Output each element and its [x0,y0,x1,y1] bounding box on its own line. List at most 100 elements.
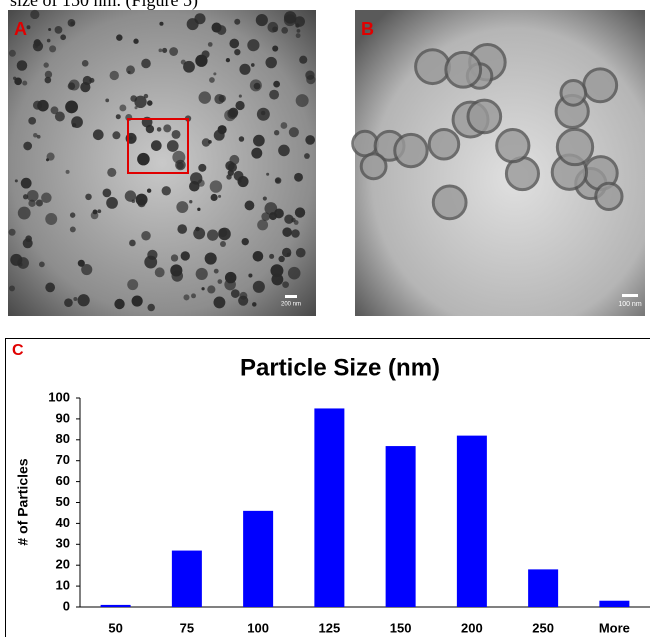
scale-bar-label: 200 nm [281,302,301,308]
bar [599,601,629,607]
particle [263,196,267,200]
particle [281,27,288,34]
particle [278,145,290,157]
particle [197,179,204,186]
particle [114,299,124,309]
particle [253,281,265,293]
particle [129,240,136,247]
particle [176,201,188,213]
y-tick-label: 50 [56,494,70,509]
particle [195,227,200,232]
particle [133,39,138,44]
particle [48,28,51,31]
particle [234,19,240,25]
particle [234,49,240,55]
particle [177,224,187,234]
particle [119,105,126,112]
particle [217,279,222,284]
particle [269,90,279,100]
particle [47,39,51,43]
particle [195,55,207,67]
bar [172,551,202,607]
particle [239,95,242,98]
particle [202,138,210,146]
particle [274,130,279,135]
particle [468,100,501,133]
particle [269,254,274,259]
particle [353,131,378,156]
particle [210,180,222,192]
particle [282,227,292,237]
chart-title: Particle Size (nm) [240,354,440,381]
particle [251,148,262,159]
particle [78,294,90,306]
panel-label: A [14,19,27,39]
particle [250,79,262,91]
particle [305,135,315,145]
particle [93,210,98,215]
particle [159,22,163,26]
particle [22,81,27,86]
particle [47,153,55,161]
particle [9,285,15,291]
particle [278,256,284,262]
particle [214,269,219,274]
particle [291,229,300,238]
particle [239,64,250,75]
particle [205,252,217,264]
particle [128,71,131,74]
y-axis-label: # of Particles [15,458,31,545]
particle [141,59,151,69]
particle [207,229,218,240]
particle [93,129,104,140]
particle [584,69,617,102]
particle [144,94,148,98]
particle [70,212,75,217]
particle [281,122,288,129]
particle [17,60,28,71]
particle [73,297,77,301]
particle [305,71,314,80]
particle [557,129,592,164]
particle [282,248,291,257]
particle [196,268,208,280]
particle [157,127,162,132]
particle [561,81,586,106]
particle [41,193,51,203]
particle [274,209,284,219]
particle [106,197,118,209]
particle [33,101,42,110]
particle [172,130,181,139]
particle [296,94,309,107]
particle [226,174,231,179]
particle [226,58,230,62]
bar [528,569,558,607]
particle [155,267,165,277]
particle [45,213,57,225]
y-tick-label: 0 [63,598,70,613]
particle [272,46,278,52]
particle [135,106,138,109]
particle [296,248,306,258]
particle [235,101,244,110]
particle [136,194,148,206]
bar [314,408,344,607]
particle [21,178,32,189]
bar [243,511,273,607]
particle [169,47,178,56]
particle [107,168,116,177]
particle [110,71,119,80]
bar [457,436,487,607]
particle [80,82,90,92]
particle [257,108,270,121]
y-tick-label: 80 [56,431,70,446]
particle [27,25,31,29]
particle [252,302,257,307]
x-tick-label: More [599,620,630,635]
particle [238,296,248,306]
particle [147,304,154,311]
particle [225,161,234,170]
y-tick-label: 30 [56,536,70,551]
particle [242,238,249,245]
